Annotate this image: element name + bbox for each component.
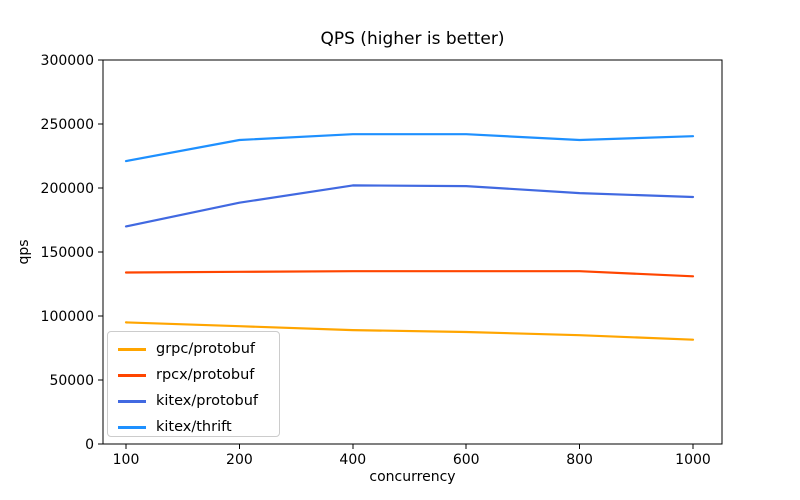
y-tick-label: 0: [85, 437, 94, 453]
y-tick-label: 150000: [41, 245, 94, 261]
y-tick-label: 250000: [41, 117, 94, 133]
legend-label: rpcx/protobuf: [156, 366, 255, 383]
legend-item-kitex-protobuf: kitex/protobuf: [118, 388, 269, 414]
y-tick-label: 300000: [41, 53, 94, 69]
legend-item-kitex-thrift: kitex/thrift: [118, 414, 269, 440]
x-tick-label: 100: [113, 452, 140, 468]
legend-line-swatch-kitex-protobuf: [118, 399, 146, 403]
line-series-kitex-protobuf: [124, 184, 695, 228]
legend-label: grpc/protobuf: [156, 340, 256, 357]
legend-line-swatch-kitex-thrift: [118, 425, 146, 429]
y-axis-label: qps: [16, 239, 32, 264]
x-tick-label: 600: [453, 452, 480, 468]
x-axis-label: concurrency: [369, 469, 455, 485]
x-tick-label: 200: [226, 452, 253, 468]
legend-label: kitex/thrift: [156, 418, 232, 435]
legend-line-swatch-rpcx: [118, 373, 146, 377]
line-series-grpc-protobuf: [124, 321, 695, 341]
y-tick-label: 100000: [41, 309, 94, 325]
x-tick-label: 800: [566, 452, 593, 468]
line-series-rpcx-protobuf: [124, 270, 695, 278]
legend: grpc/protobuf rpcx/protobuf kitex/protob…: [107, 331, 280, 437]
x-tick-label: 1000: [675, 452, 711, 468]
y-tick-label: 200000: [41, 181, 94, 197]
chart-title: QPS (higher is better): [320, 29, 504, 49]
legend-line-swatch-grpc: [118, 347, 146, 351]
legend-label: kitex/protobuf: [156, 392, 259, 409]
line-series-kitex-thrift: [124, 133, 695, 163]
legend-item-grpc-protobuf: grpc/protobuf: [118, 336, 269, 362]
legend-item-rpcx-protobuf: rpcx/protobuf: [118, 362, 269, 388]
x-tick-label: 400: [339, 452, 366, 468]
y-tick-label: 50000: [49, 373, 94, 389]
